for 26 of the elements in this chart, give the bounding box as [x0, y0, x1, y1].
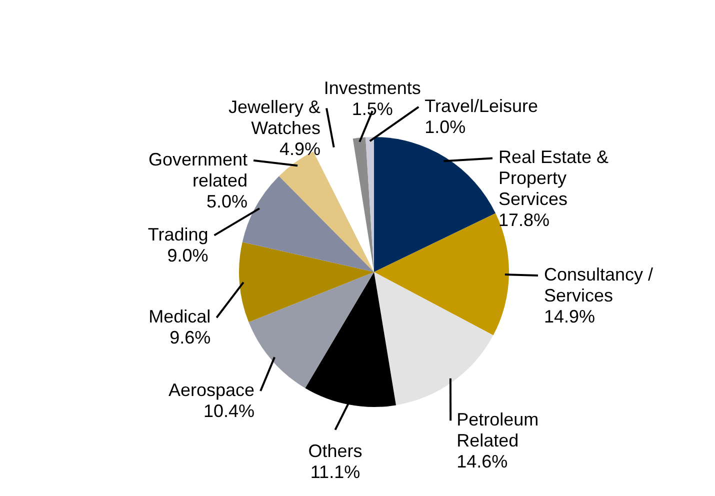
- slice-label: Others: [308, 440, 362, 461]
- pie-slice: [239, 242, 374, 322]
- data-label: 9.6%: [170, 328, 211, 348]
- slice-label: Jewellery & Watches: [228, 97, 321, 138]
- pie-slice: [374, 137, 496, 272]
- slice-label: Petroleum Related: [456, 410, 539, 451]
- slice-label: Travel/Leisure: [424, 96, 538, 116]
- data-label: 17.8%: [498, 210, 550, 230]
- data-label: 4.9%: [279, 139, 321, 160]
- data-label: 11.1%: [310, 462, 360, 482]
- pie-slice: [352, 137, 374, 272]
- data-label: 10.4%: [203, 401, 255, 422]
- slice-label: Consultancy / Services: [544, 264, 654, 306]
- slice-label: Aerospace: [168, 380, 255, 400]
- slice-label: Medical: [148, 306, 211, 327]
- data-label: 1.5%: [352, 99, 393, 120]
- slice-label: Government related: [148, 149, 248, 190]
- pie-slice: [374, 272, 494, 406]
- slice-label: Investments: [324, 78, 421, 98]
- slice-label: Real Estate & Property Services: [498, 147, 609, 210]
- data-label: 14.6%: [456, 452, 508, 472]
- data-label: 5.0%: [206, 191, 248, 212]
- slice-label: Trading: [148, 224, 208, 244]
- data-label: 1.0%: [424, 116, 466, 137]
- data-label: 9.0%: [167, 245, 208, 266]
- data-label: 14.9%: [544, 306, 596, 326]
